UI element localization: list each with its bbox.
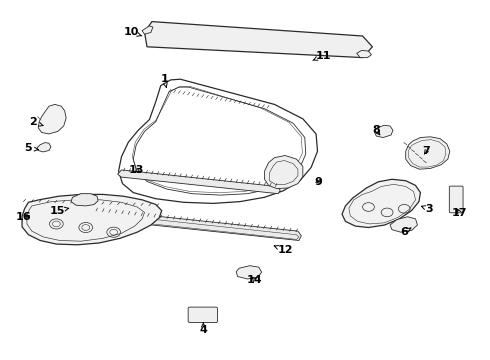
Polygon shape: [22, 194, 162, 245]
Polygon shape: [406, 137, 450, 169]
Text: 13: 13: [128, 165, 144, 175]
Polygon shape: [142, 26, 153, 34]
Text: 12: 12: [274, 245, 293, 255]
Polygon shape: [265, 156, 303, 189]
Text: 10: 10: [123, 27, 142, 37]
Polygon shape: [37, 143, 51, 152]
Polygon shape: [390, 217, 417, 232]
Polygon shape: [342, 179, 420, 228]
Text: 5: 5: [24, 143, 38, 153]
Polygon shape: [145, 22, 372, 58]
Text: 7: 7: [422, 146, 430, 156]
Polygon shape: [236, 266, 262, 279]
Polygon shape: [374, 125, 393, 138]
Text: 1: 1: [160, 74, 168, 87]
Polygon shape: [38, 104, 66, 134]
Polygon shape: [89, 210, 301, 240]
Text: 3: 3: [421, 204, 433, 214]
Text: 11: 11: [313, 51, 331, 61]
Text: 2: 2: [29, 117, 43, 127]
Text: 6: 6: [400, 227, 411, 237]
FancyBboxPatch shape: [449, 186, 463, 213]
Polygon shape: [118, 170, 280, 194]
Text: 16: 16: [16, 212, 31, 222]
Text: 8: 8: [372, 125, 380, 135]
Text: 17: 17: [452, 208, 467, 218]
Text: 14: 14: [247, 275, 263, 285]
Polygon shape: [71, 194, 98, 206]
Text: 9: 9: [315, 177, 322, 187]
Text: 4: 4: [199, 323, 207, 336]
Polygon shape: [357, 50, 371, 58]
Text: 15: 15: [50, 206, 69, 216]
FancyBboxPatch shape: [188, 307, 218, 323]
